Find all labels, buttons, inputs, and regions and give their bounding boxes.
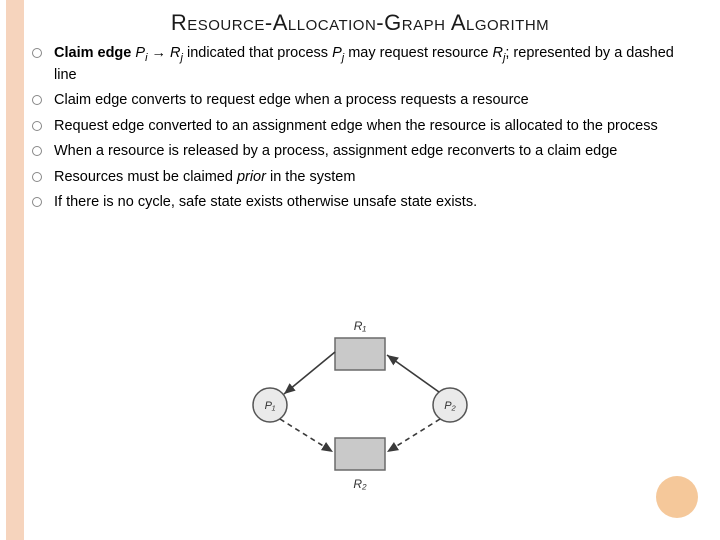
- bullet-text: Claim edge Pi → Rj indicated that proces…: [54, 44, 692, 85]
- bullet-marker-icon: [32, 48, 42, 58]
- bullet-text: If there is no cycle, safe state exists …: [54, 193, 477, 213]
- bullet-item: Claim edge Pi → Rj indicated that proces…: [32, 44, 692, 85]
- bullet-item: Request edge converted to an assignment …: [32, 117, 692, 137]
- r1-box: [335, 338, 385, 370]
- bullet-text: Resources must be claimed prior in the s…: [54, 168, 355, 188]
- r1-label: R₁: [354, 319, 367, 333]
- bullet-item: Claim edge converts to request edge when…: [32, 91, 692, 111]
- edge-p1-r2: [280, 419, 333, 452]
- r2-label: R₂: [353, 477, 367, 491]
- slide-title: Resource-Allocation-Graph Algorithm: [0, 10, 720, 36]
- p1-label: P₁: [265, 400, 276, 412]
- resource-allocation-diagram: R₁ R₂ P₁ P₂: [230, 310, 490, 510]
- bullet-text: Request edge converted to an assignment …: [54, 117, 658, 137]
- bullet-marker-icon: [32, 197, 42, 207]
- r2-box: [335, 438, 385, 470]
- bullet-item: When a resource is released by a process…: [32, 142, 692, 162]
- corner-decoration: [656, 476, 698, 518]
- bullet-list: Claim edge Pi → Rj indicated that proces…: [32, 44, 692, 219]
- bullet-marker-icon: [32, 172, 42, 182]
- p2-label: P₂: [444, 400, 456, 412]
- bullet-marker-icon: [32, 121, 42, 131]
- bullet-marker-icon: [32, 95, 42, 105]
- accent-stripe: [6, 0, 24, 540]
- bullet-marker-icon: [32, 146, 42, 156]
- bullet-text: When a resource is released by a process…: [54, 142, 617, 162]
- edge-p2-r2: [387, 419, 440, 452]
- edge-p2-r1: [387, 355, 439, 392]
- bullet-item: If there is no cycle, safe state exists …: [32, 193, 692, 213]
- edge-r1-p1: [284, 352, 335, 394]
- bullet-text: Claim edge converts to request edge when…: [54, 91, 529, 111]
- bullet-item: Resources must be claimed prior in the s…: [32, 168, 692, 188]
